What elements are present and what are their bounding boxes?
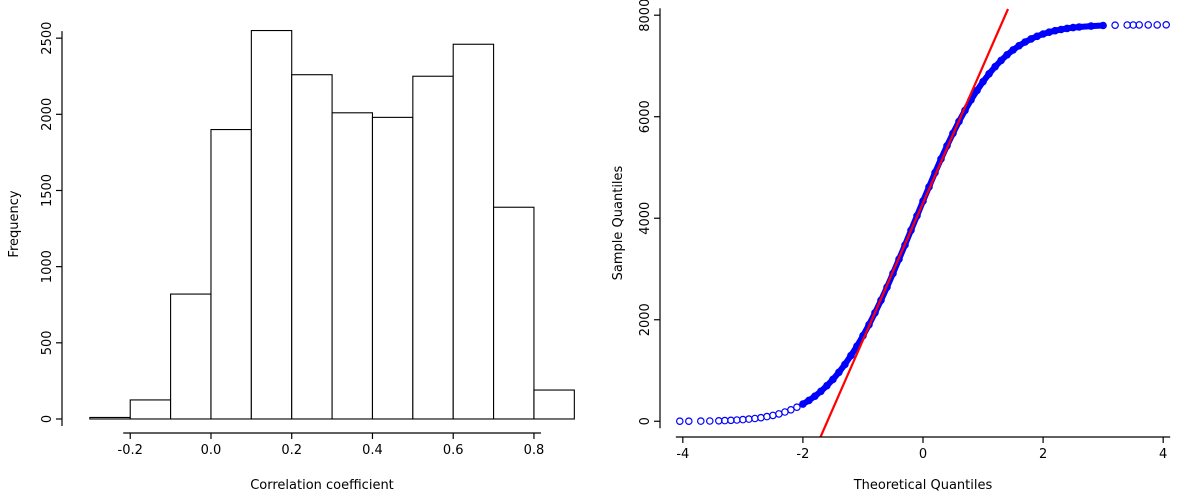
qq-point bbox=[835, 368, 843, 377]
qq-point bbox=[685, 417, 693, 426]
hist-bar bbox=[493, 206, 535, 420]
qq-point bbox=[985, 70, 993, 78]
y-tick-label: 6000 bbox=[638, 100, 653, 133]
x-tick-label: 0.2 bbox=[281, 443, 302, 458]
y-tick-label: 0 bbox=[638, 417, 653, 425]
hist-bar bbox=[412, 75, 454, 420]
qq-point bbox=[763, 412, 771, 421]
qq-plot-area: -4 -2 0 2 4 0 2000 4000 6000 8000 bbox=[638, 0, 1171, 462]
y-tick-label: 8000 bbox=[638, 0, 653, 32]
y-tick-label: 0 bbox=[40, 415, 55, 423]
qq-points bbox=[676, 20, 1171, 426]
qq-point bbox=[1015, 41, 1023, 50]
qq-point bbox=[1153, 21, 1162, 29]
hist-bars bbox=[89, 29, 575, 420]
hist-bar bbox=[291, 74, 333, 420]
hist-y-axis-title: Frequency bbox=[7, 190, 22, 257]
qq-point bbox=[706, 417, 714, 425]
qq-ref-line bbox=[819, 8, 1010, 438]
x-tick-label: 0.0 bbox=[201, 443, 222, 458]
qq-point bbox=[823, 381, 831, 390]
x-tick-label: 2 bbox=[1039, 447, 1047, 462]
qq-point bbox=[805, 396, 813, 405]
y-tick-label: 4000 bbox=[638, 202, 653, 235]
x-tick-label: 0.8 bbox=[524, 443, 545, 458]
x-tick-label: 0.4 bbox=[362, 443, 383, 458]
qq-point bbox=[1087, 22, 1095, 30]
qq-point bbox=[811, 392, 819, 401]
qq-dense-band bbox=[799, 22, 1107, 408]
qq-point bbox=[829, 375, 837, 384]
x-tick-label: 4 bbox=[1159, 447, 1167, 462]
qq-point bbox=[1021, 38, 1029, 46]
histogram-panel: -0.2 0.0 0.2 0.4 0.6 0.805001000150020002500 … bbox=[7, 22, 575, 493]
y-tick-label: 500 bbox=[40, 330, 55, 355]
x-tick-label: 0.6 bbox=[443, 443, 464, 458]
qq-point bbox=[793, 403, 801, 412]
qq-point bbox=[817, 387, 825, 396]
qq-point bbox=[841, 360, 849, 369]
qq-point bbox=[979, 77, 987, 86]
qq-point bbox=[973, 86, 981, 95]
qq-y-axis-title: Sample Quantiles bbox=[611, 165, 626, 280]
qq-point bbox=[676, 417, 684, 426]
qq-plot-panel: -4 -2 0 2 4 0 2000 4000 6000 8000 Theoretical Qua… bbox=[611, 0, 1171, 493]
qq-point bbox=[799, 400, 807, 408]
y-tick-label: 2500 bbox=[40, 22, 55, 55]
qq-point bbox=[757, 413, 765, 422]
qq-point bbox=[1162, 20, 1171, 29]
x-tick-label: -2 bbox=[796, 447, 809, 462]
y-tick-label: 2000 bbox=[40, 98, 55, 131]
x-tick-label: -4 bbox=[676, 447, 689, 462]
histogram-plot-area: -0.2 0.0 0.2 0.4 0.6 0.8 0 500 1000 1500 2000 2500 bbox=[40, 22, 575, 458]
qq-point bbox=[1027, 35, 1035, 43]
hist-bar bbox=[452, 43, 495, 420]
hist-bar bbox=[210, 129, 252, 420]
qq-point bbox=[997, 56, 1005, 65]
axes bbox=[654, 8, 1171, 443]
qq-point bbox=[769, 411, 777, 420]
axes bbox=[56, 31, 541, 439]
qq-point bbox=[871, 308, 879, 317]
qq-point bbox=[907, 226, 915, 235]
qq-point bbox=[751, 414, 759, 423]
hist-bar bbox=[89, 416, 131, 420]
hist-bar bbox=[250, 29, 293, 420]
y-tick-label: 1000 bbox=[40, 250, 55, 283]
x-tick-label: -0.2 bbox=[118, 443, 143, 458]
hist-bar bbox=[170, 293, 212, 420]
hist-bar bbox=[129, 399, 172, 420]
hist-bar bbox=[371, 116, 414, 420]
hist-bar bbox=[331, 112, 374, 420]
qq-point bbox=[1144, 21, 1153, 29]
qq-point bbox=[1003, 50, 1011, 59]
qq-point bbox=[1111, 21, 1119, 30]
x-tick-label: 0 bbox=[919, 447, 927, 462]
hist-bar bbox=[533, 389, 575, 420]
qq-point bbox=[847, 351, 855, 360]
qq-point bbox=[1009, 46, 1017, 54]
qq-point bbox=[991, 62, 999, 71]
qq-x-axis-title: Theoretical Quantiles bbox=[853, 478, 993, 493]
qq-point bbox=[1135, 21, 1144, 29]
qq-point bbox=[697, 417, 705, 425]
qq-point bbox=[1099, 21, 1107, 30]
qq-point bbox=[1075, 23, 1083, 31]
qq-point bbox=[787, 405, 795, 414]
y-tick-label: 2000 bbox=[638, 303, 653, 336]
y-tick-label: 1500 bbox=[40, 174, 55, 207]
hist-x-axis-title: Correlation coefficient bbox=[250, 478, 394, 493]
